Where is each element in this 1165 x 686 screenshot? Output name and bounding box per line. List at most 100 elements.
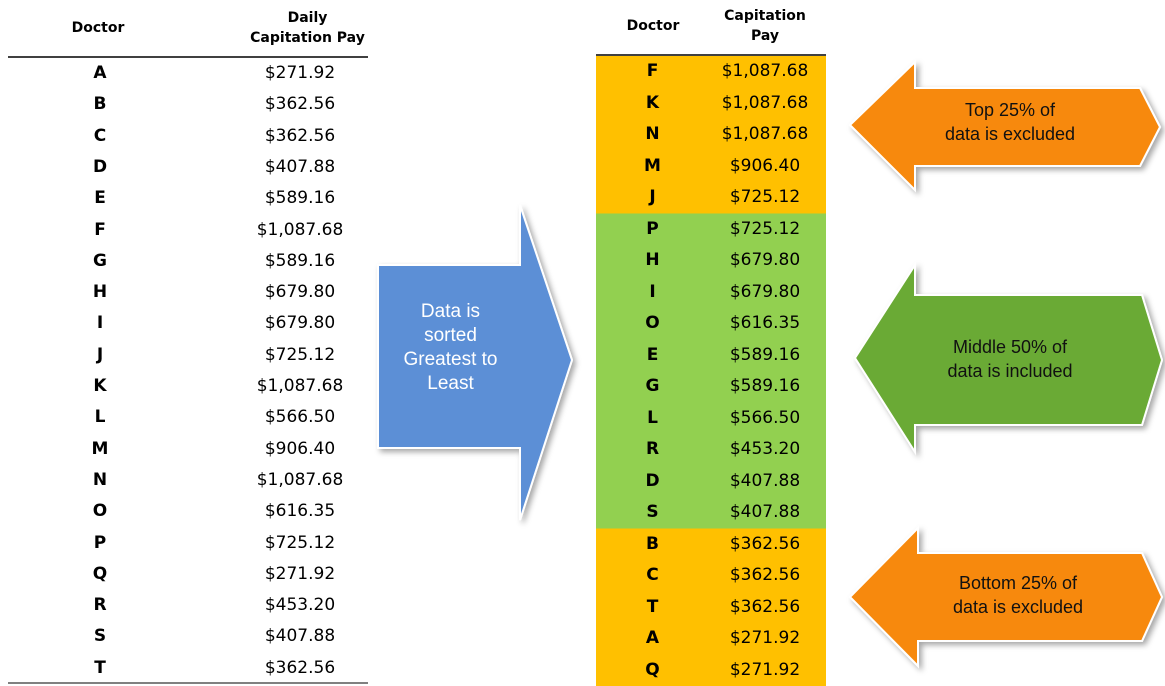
pay-cell: $271.92: [729, 628, 801, 648]
doctor-cell: H: [645, 250, 660, 270]
pay-cell: $616.35: [729, 313, 801, 333]
header: Daily Capitation Pay: [250, 10, 365, 46]
pay-cell: $725.12: [729, 218, 801, 239]
doctor-cell: L: [647, 407, 658, 428]
label-line: data is excluded: [952, 597, 1084, 617]
doctor-cell: I: [96, 313, 104, 334]
row-backgrounds: [596, 56, 826, 686]
doctor-cell: Q: [645, 659, 660, 680]
doctor-cell: O: [92, 501, 108, 522]
pay-cell: $1,087.68: [721, 92, 809, 113]
sort-arrow: [377, 204, 574, 521]
pay-cell: $725.12: [264, 532, 336, 553]
callout-label: Bottom 25% of data is excluded: [918, 571, 1118, 619]
label-line: Least: [427, 373, 474, 394]
pay-cell: $362.56: [729, 565, 801, 585]
pay-cell: $566.50: [264, 407, 336, 428]
group-background: [596, 56, 826, 214]
header: Doctor: [626, 18, 680, 34]
doctor-cell: S: [93, 626, 107, 647]
doctor-cell: M: [644, 155, 661, 176]
pay-cell: $271.92: [264, 563, 336, 584]
doctor-cell: L: [94, 407, 106, 428]
pay-cell: $453.20: [264, 595, 336, 616]
doctor-cell: R: [93, 595, 107, 616]
doctor-cell: E: [646, 344, 659, 365]
pay-cell: $679.80: [264, 313, 336, 334]
doctor-cell: K: [645, 92, 660, 113]
doctor-cell: S: [646, 502, 659, 522]
pay-cell: $725.12: [729, 187, 801, 207]
doctor-cell: F: [646, 61, 659, 81]
doctor-cell: I: [649, 281, 656, 302]
doctor-cell: H: [92, 282, 108, 303]
pay-cell: $453.20: [729, 439, 801, 459]
header: Capitation Pay: [724, 8, 806, 44]
pay-cell: $589.16: [729, 376, 801, 396]
doctor-cell: Q: [92, 563, 108, 584]
pay-cell: $566.50: [729, 407, 801, 428]
group-background: [596, 213, 826, 529]
sort-label: Data is sorted Greatest to Least: [378, 300, 523, 396]
doctor-cell: K: [93, 376, 107, 396]
doctor-cell: C: [93, 125, 107, 146]
doctor-cell: E: [94, 188, 106, 209]
pay-cell: $1,087.68: [256, 469, 344, 490]
pay-cell: $589.16: [264, 188, 336, 209]
header: Doctor: [71, 20, 125, 36]
label-line: Top 25% of: [964, 100, 1056, 120]
pay-cell: $407.88: [729, 470, 801, 491]
doctor-cell: D: [92, 156, 108, 177]
pay-cell: $679.80: [729, 281, 801, 302]
doctor-cell: P: [93, 532, 107, 553]
doctor-cell: T: [646, 596, 659, 617]
pay-cell: $589.16: [729, 344, 801, 365]
label-line: data is excluded: [944, 124, 1076, 144]
label-line: Middle 50% of: [952, 337, 1068, 357]
pay-cell: $906.40: [264, 438, 336, 459]
callout-label: Top 25% of data is excluded: [915, 98, 1105, 146]
pay-cell: $407.88: [264, 156, 336, 177]
pay-cell: $271.92: [729, 659, 801, 680]
doctor-cell: J: [96, 344, 104, 365]
pay-cell: $679.80: [729, 250, 801, 270]
pay-cell: $616.35: [264, 501, 336, 522]
pay-cell: $362.56: [264, 94, 336, 115]
pay-cell: $906.40: [729, 155, 801, 176]
doctor-cell: N: [92, 469, 108, 490]
doctor-cell: B: [93, 94, 107, 115]
callout-arrow: [848, 59, 1162, 193]
doctor-cell: D: [645, 470, 660, 491]
doctor-cell: J: [649, 187, 656, 207]
label-line: sorted: [424, 325, 477, 346]
pay-cell: $1,087.68: [256, 219, 344, 240]
callout-arrow: [848, 525, 1164, 669]
callout-label: Middle 50% of data is included: [915, 335, 1105, 383]
doctor-cell: P: [646, 218, 659, 239]
doctor-cell: A: [645, 628, 660, 648]
pay-cell: $407.88: [729, 502, 801, 522]
doctor-cell: G: [93, 250, 107, 271]
doctor-cell: O: [645, 313, 660, 333]
doctor-cell: F: [94, 219, 106, 240]
doctor-cell: N: [645, 124, 660, 144]
pay-cell: $362.56: [264, 125, 336, 146]
pay-cell: $362.56: [729, 596, 801, 617]
pay-cell: $725.12: [264, 344, 336, 365]
doctor-cell: G: [645, 376, 660, 396]
callout-arrow: [853, 261, 1164, 456]
pay-cell: $362.56: [264, 657, 336, 678]
pay-cell: $679.80: [264, 282, 336, 303]
pay-cell: $1,087.68: [721, 124, 809, 144]
doctor-cell: T: [94, 657, 106, 678]
group-background: [596, 528, 826, 686]
doctor-cell: A: [93, 63, 107, 83]
pay-cell: $362.56: [729, 533, 801, 554]
doctor-cell: C: [646, 565, 659, 585]
doctor-cell: B: [646, 533, 659, 554]
doctor-cell: M: [91, 438, 109, 459]
pay-cell: $589.16: [264, 250, 336, 271]
label-line: Bottom 25% of: [958, 573, 1078, 593]
